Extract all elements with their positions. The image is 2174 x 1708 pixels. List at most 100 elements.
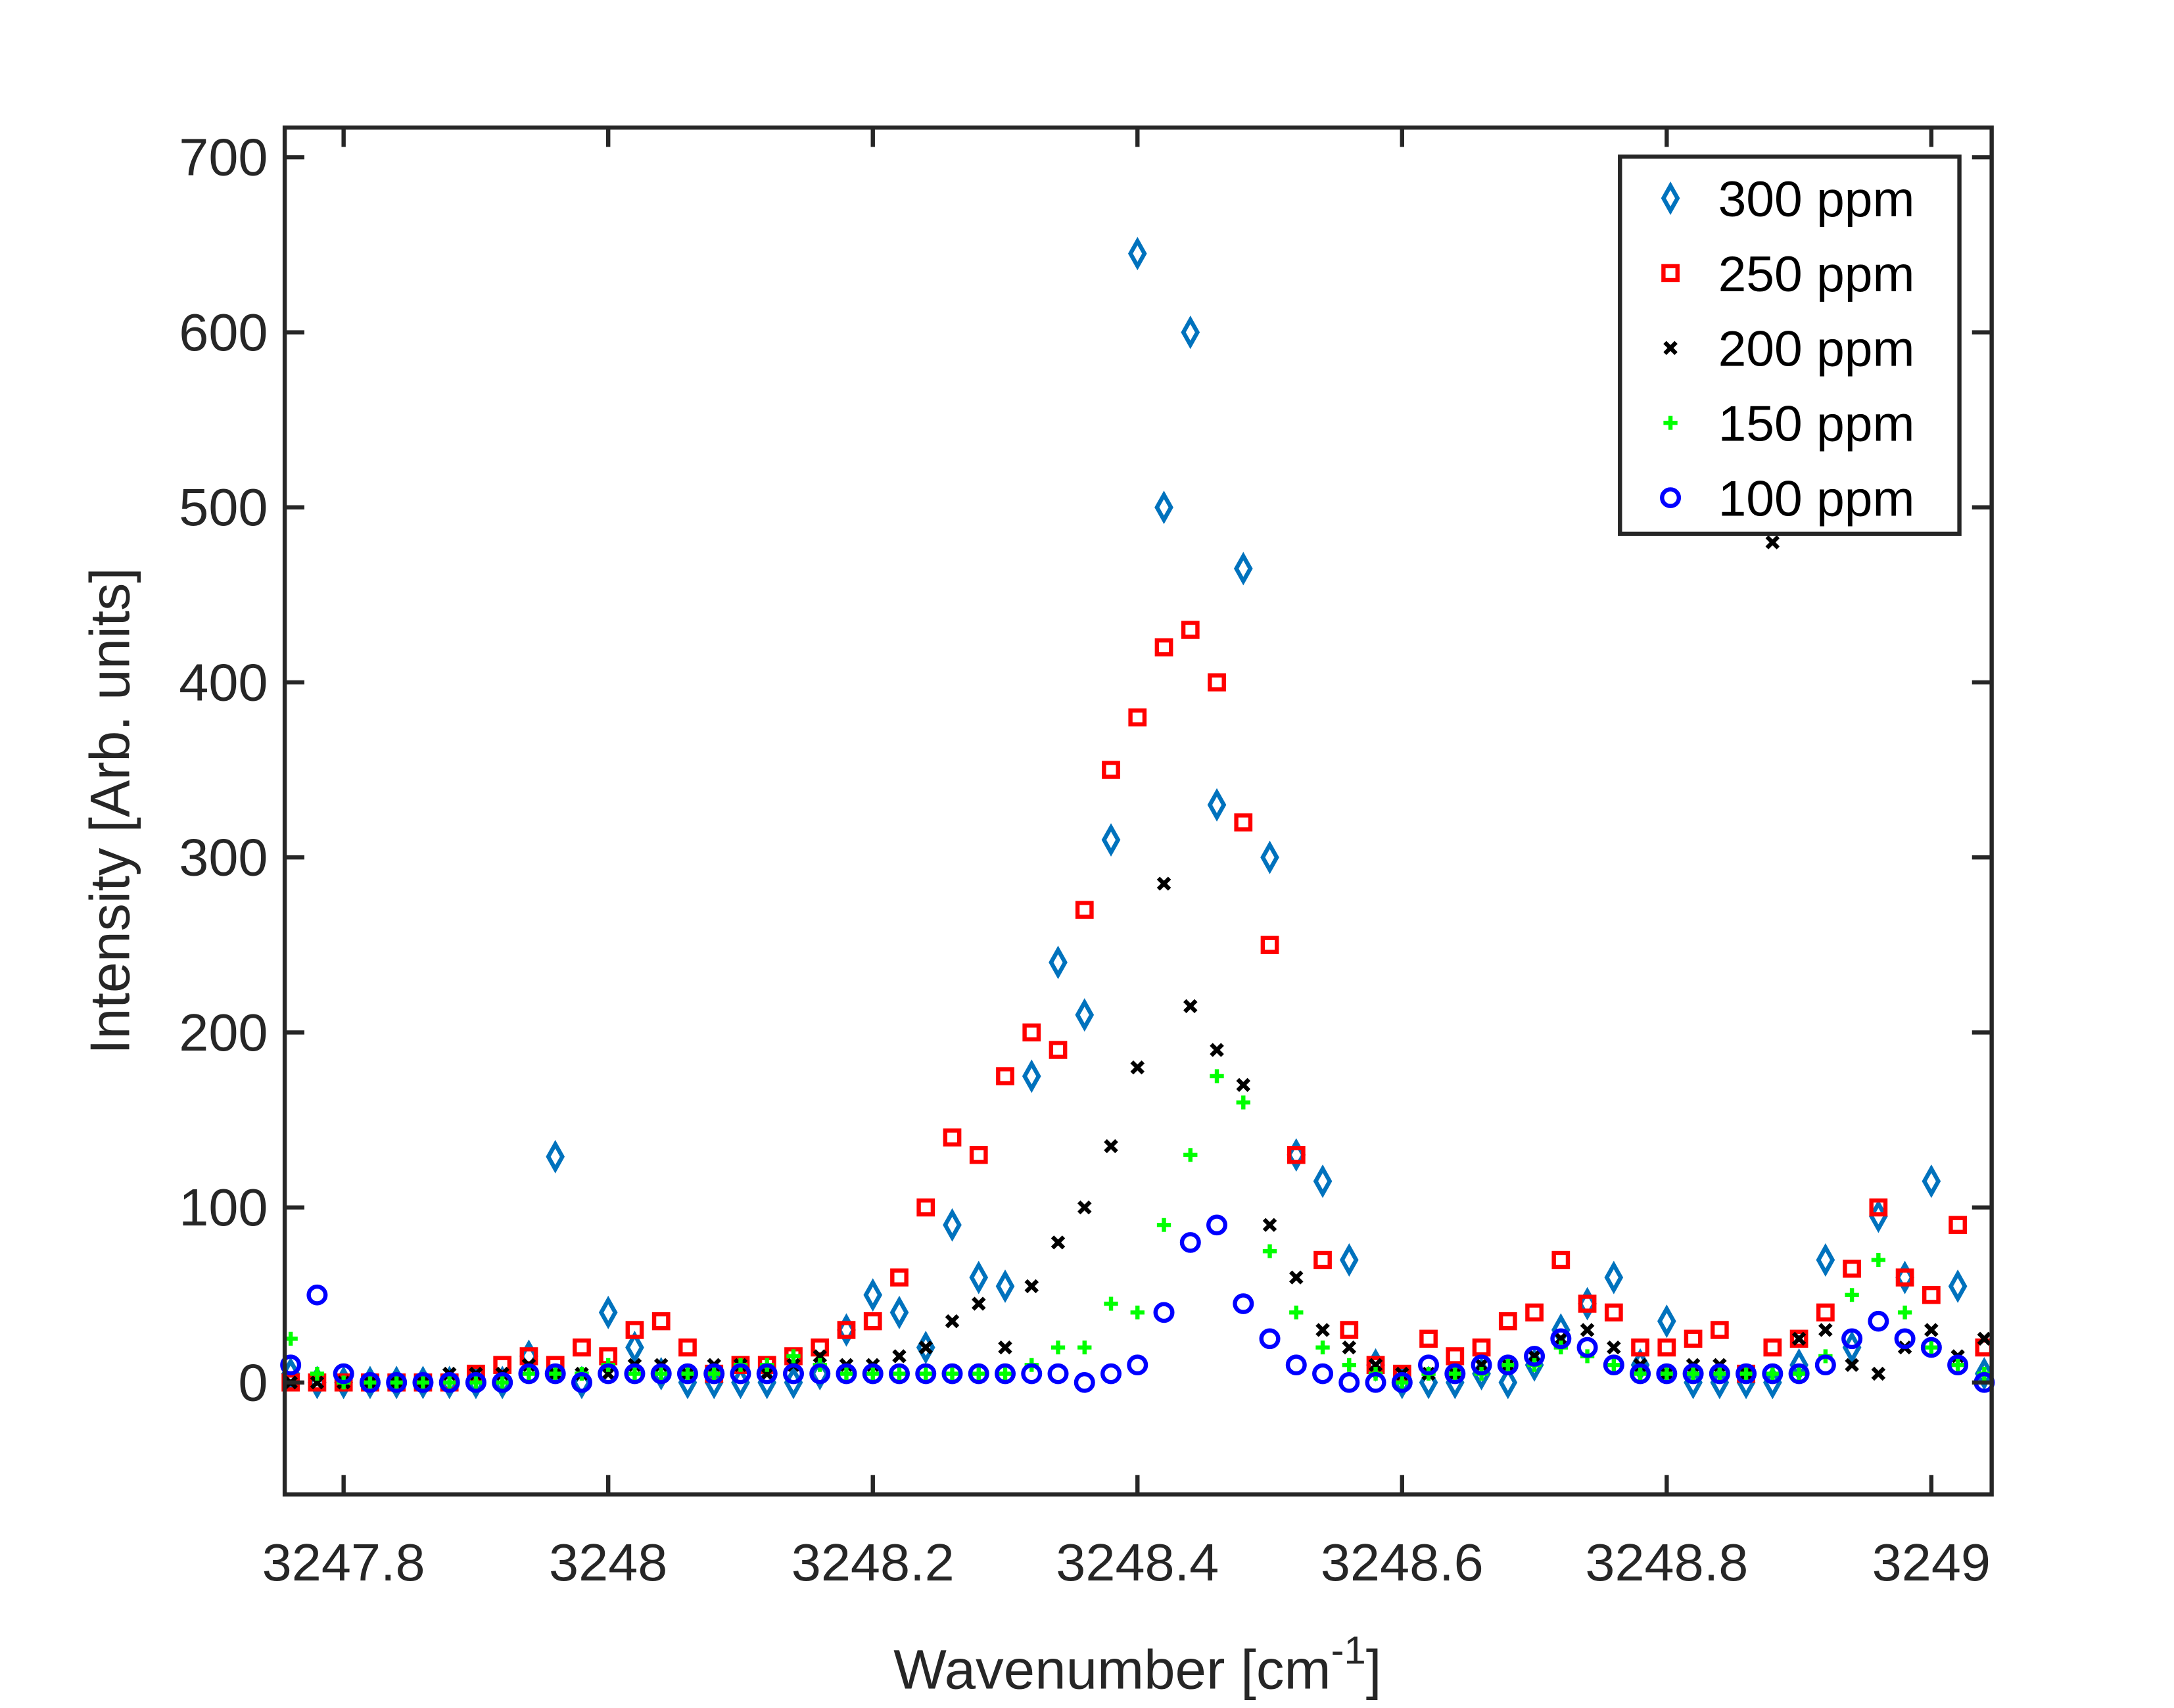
x-marker	[1077, 1200, 1092, 1215]
circle-marker	[862, 1363, 884, 1385]
x-marker	[1236, 1078, 1251, 1092]
plus-marker	[1210, 1069, 1224, 1083]
square-marker	[1472, 1338, 1491, 1357]
square-marker	[1763, 1338, 1782, 1357]
x-marker	[1607, 1340, 1621, 1355]
circle-marker	[465, 1372, 486, 1393]
legend-marker	[1663, 341, 1678, 355]
legend: 300 ppm 250 ppm 200 ppm 150 ppm 100 ppm	[1618, 154, 1962, 536]
circle-marker	[1550, 1328, 1572, 1350]
diamond-marker	[995, 1269, 1015, 1303]
diamond-marker	[863, 1278, 883, 1312]
plus-marker	[1448, 1367, 1462, 1381]
legend-marker	[1661, 264, 1680, 283]
plus-marker	[1845, 1288, 1859, 1302]
diamond-marker	[1498, 1365, 1518, 1400]
diamond-marker	[1922, 1164, 1941, 1198]
x-marker	[1210, 1043, 1224, 1057]
circle-marker	[333, 1363, 354, 1385]
circle-marker	[1179, 1232, 1201, 1253]
circle-marker	[359, 1372, 381, 1393]
circle-marker	[1127, 1354, 1148, 1376]
x-marker	[971, 1296, 986, 1311]
circle-marker	[1894, 1328, 1916, 1350]
plus-marker	[1236, 1095, 1250, 1110]
diamond-marker	[1578, 1287, 1597, 1321]
circle-marker	[492, 1372, 513, 1393]
square-marker	[1234, 813, 1253, 832]
x-marker	[1315, 1323, 1330, 1337]
square-marker	[1287, 1146, 1306, 1164]
legend-marker	[1663, 415, 1678, 430]
x-label-suffix: ]	[1366, 1638, 1382, 1700]
x-marker	[998, 1340, 1012, 1355]
square-marker	[863, 1312, 882, 1331]
legend-label: 250 ppm	[1718, 247, 1915, 302]
square-marker	[1181, 621, 1200, 639]
circle-marker	[624, 1363, 646, 1385]
square-marker	[1049, 1041, 1068, 1059]
square-marker	[651, 1312, 671, 1331]
circle-marker	[518, 1363, 540, 1385]
legend-marker	[1661, 181, 1680, 216]
plus-marker	[918, 1367, 933, 1381]
circle-marker	[438, 1372, 460, 1393]
x-marker	[601, 1366, 616, 1381]
circle-marker	[280, 1354, 302, 1376]
diamond-marker	[1869, 1199, 1888, 1233]
plus-marker	[1156, 1218, 1171, 1232]
x-marker	[892, 1349, 907, 1364]
square-marker	[1128, 708, 1147, 726]
circle-marker	[1788, 1363, 1810, 1385]
x-marker	[1024, 1279, 1039, 1294]
diamond-marker	[810, 1357, 830, 1391]
square-marker	[1789, 1329, 1808, 1348]
plus-marker	[945, 1367, 960, 1381]
diamond-marker	[1181, 316, 1200, 349]
square-marker	[1419, 1329, 1438, 1348]
square-marker	[996, 1067, 1014, 1085]
plus-marker	[1104, 1296, 1118, 1311]
circle-marker	[650, 1363, 672, 1385]
y-tick-label: 200	[179, 1003, 268, 1062]
circle-marker	[915, 1363, 937, 1385]
diamond-marker	[1260, 840, 1279, 874]
plus-marker	[469, 1375, 483, 1390]
circle-marker	[1630, 1363, 1651, 1385]
circle-marker	[571, 1372, 592, 1393]
legend-box	[1618, 154, 1962, 536]
plus-marker	[786, 1349, 801, 1364]
diamond-marker	[1657, 1304, 1676, 1339]
diamond-marker	[1049, 945, 1068, 980]
plus-marker	[1950, 1358, 1965, 1372]
square-marker	[943, 1128, 962, 1147]
y-tick-label: 0	[238, 1354, 268, 1412]
circle-marker	[386, 1372, 408, 1393]
plus-marker	[839, 1367, 854, 1381]
square-marker	[916, 1198, 935, 1217]
x-tick-label: 3248.4	[1056, 1533, 1219, 1592]
plus-marker	[1633, 1367, 1647, 1381]
plus-marker	[442, 1375, 457, 1390]
circle-marker	[756, 1363, 778, 1385]
x-marker	[918, 1340, 933, 1355]
x-marker	[1368, 1358, 1383, 1372]
square-marker	[1260, 936, 1279, 954]
circle-marker	[1603, 1354, 1624, 1376]
plus-marker	[680, 1367, 695, 1381]
plus-marker	[415, 1375, 431, 1390]
x-tick-label: 3248.2	[792, 1533, 955, 1592]
x-marker	[1845, 1358, 1859, 1372]
y-tick-label: 100	[179, 1178, 268, 1237]
circle-marker	[782, 1363, 804, 1385]
x-marker	[813, 1349, 828, 1364]
y-axis-label: Intensity [Arb. units]	[78, 567, 141, 1055]
plus-marker	[707, 1367, 721, 1381]
square-marker	[1869, 1198, 1888, 1217]
plus-marker	[892, 1367, 907, 1381]
y-tick-label: 500	[179, 479, 268, 537]
legend-label: 100 ppm	[1718, 471, 1915, 527]
circle-marker	[1074, 1372, 1095, 1393]
plus-marker	[1395, 1375, 1409, 1390]
x-axis-label: Wavenumber [cm-1]	[893, 1628, 1381, 1701]
